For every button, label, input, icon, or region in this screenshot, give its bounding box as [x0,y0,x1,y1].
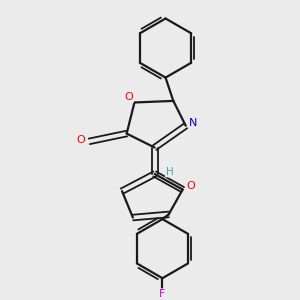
Text: N: N [188,118,197,128]
Text: O: O [76,135,85,145]
Text: O: O [186,182,195,191]
Text: O: O [124,92,133,102]
Text: F: F [159,290,166,299]
Text: H: H [166,167,173,176]
